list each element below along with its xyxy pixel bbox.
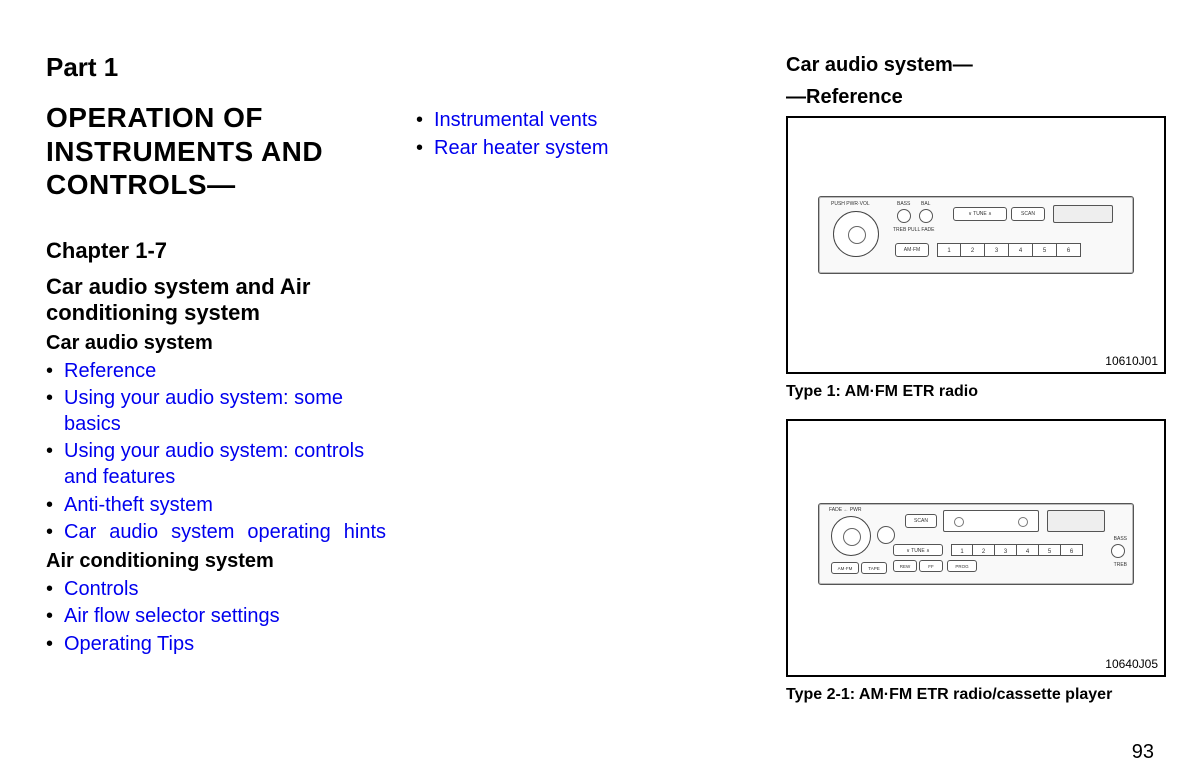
bass-knob-icon (897, 209, 911, 223)
figure-id: 10640J05 (1105, 657, 1158, 671)
list-item: Controls (64, 577, 386, 603)
link-operating-hints[interactable]: Car audio system operating hints (64, 521, 386, 543)
col3-heading-2: —Reference (786, 84, 1166, 110)
figure1-caption: Type 1: AM·FM ETR radio (786, 382, 1166, 401)
figure-type2: FADE ← PWR SCAN AM·FM TAPE ∨ TUNE ∧ REW … (786, 419, 1166, 677)
list-item: Rear heater system (434, 136, 756, 162)
preset-button: 3 (985, 243, 1009, 257)
bal-knob-icon (919, 209, 933, 223)
list-item: Using your audio system: some basics (64, 386, 386, 437)
list-item: Instrumental vents (434, 108, 756, 134)
chapter-label: Chapter 1-7 (46, 238, 386, 264)
preset-button: 1 (951, 544, 973, 556)
preset-button: 4 (1017, 544, 1039, 556)
radio-display (1047, 510, 1105, 532)
part-label: Part 1 (46, 52, 386, 83)
link-instrumental-vents[interactable]: Instrumental vents (434, 109, 597, 131)
tune-button: ∨ TUNE ∧ (953, 207, 1007, 221)
column-right: Car audio system— —Reference PUSH PWR·VO… (786, 52, 1166, 722)
column-left: Part 1 OPERATION OF INSTRUMENTS AND CONT… (46, 52, 386, 722)
main-heading: OPERATION OF INSTRUMENTS AND CONTROLS— (46, 101, 386, 202)
radio-unit-1: PUSH PWR·VOL BASS BAL TREB PULL FADE ∨ T… (818, 196, 1134, 274)
preset-button: 2 (961, 243, 985, 257)
preset-button: 3 (995, 544, 1017, 556)
volume-knob-icon (833, 211, 879, 257)
preset-button: 6 (1057, 243, 1081, 257)
label-bass: BASS (897, 201, 910, 207)
link-ac-controls[interactable]: Controls (64, 578, 138, 600)
figure-id: 10610J01 (1105, 354, 1158, 368)
link-rear-heater[interactable]: Rear heater system (434, 137, 609, 159)
link-controls-features[interactable]: Using your audio system: controls and fe… (64, 440, 364, 488)
figure2-caption: Type 2-1: AM·FM ETR radio/cassette playe… (786, 685, 1166, 704)
audio-links-list: Reference Using your audio system: some … (46, 359, 386, 546)
preset-button: 5 (1033, 243, 1057, 257)
link-anti-theft[interactable]: Anti-theft system (64, 494, 213, 516)
preset-button: 4 (1009, 243, 1033, 257)
label-treb: TREB (1114, 562, 1127, 568)
label-fade: FADE ← PWR (829, 507, 862, 513)
chapter-subtitle: Car audio system and Air conditioning sy… (46, 274, 386, 326)
link-operating-tips[interactable]: Operating Tips (64, 633, 194, 655)
ac-links-list: Controls Air flow selector settings Oper… (46, 577, 386, 658)
scan-button: SCAN (905, 514, 937, 528)
volume-knob-icon (831, 516, 871, 556)
cassette-slot-icon (943, 510, 1039, 532)
amfm-button: AM·FM (831, 562, 859, 574)
list-item: Using your audio system: controls and fe… (64, 439, 386, 490)
page-number: 93 (1132, 741, 1154, 764)
radio-unit-2: FADE ← PWR SCAN AM·FM TAPE ∨ TUNE ∧ REW … (818, 503, 1134, 585)
col3-heading-1: Car audio system— (786, 52, 1166, 78)
list-item: Operating Tips (64, 632, 386, 658)
preset-button: 1 (937, 243, 961, 257)
list-item: Car audio system operating hints (64, 520, 386, 546)
bass-knob-icon (1111, 544, 1125, 558)
list-item: Air flow selector settings (64, 604, 386, 630)
preset-button: 5 (1039, 544, 1061, 556)
tape-button: TAPE (861, 562, 887, 574)
preset-row: 1 2 3 4 5 6 (937, 243, 1081, 257)
label-pwr-vol: PUSH PWR·VOL (831, 201, 870, 207)
prog-button: PROG (947, 560, 977, 572)
list-item: Reference (64, 359, 386, 385)
column-middle: Instrumental vents Rear heater system (416, 52, 756, 722)
scan-button: SCAN (1011, 207, 1045, 221)
preset-button: 2 (973, 544, 995, 556)
list-item: Anti-theft system (64, 493, 386, 519)
link-airflow[interactable]: Air flow selector settings (64, 605, 280, 627)
preset-button: 6 (1061, 544, 1083, 556)
ac-section-heading: Air conditioning system (46, 550, 386, 573)
figure-type1: PUSH PWR·VOL BASS BAL TREB PULL FADE ∨ T… (786, 116, 1166, 374)
tune-button: ∨ TUNE ∧ (893, 544, 943, 556)
label-bal: BAL (921, 201, 930, 207)
preset-row: 1 2 3 4 5 6 (951, 544, 1083, 556)
small-knob-icon (877, 526, 895, 544)
amfm-button: AM·FM (895, 243, 929, 257)
ff-button: FF (919, 560, 943, 572)
label-treb: TREB PULL FADE (893, 227, 935, 233)
rew-button: REW (893, 560, 917, 572)
link-reference[interactable]: Reference (64, 360, 156, 382)
col2-links-list: Instrumental vents Rear heater system (416, 108, 756, 161)
manual-page: Part 1 OPERATION OF INSTRUMENTS AND CONT… (0, 0, 1200, 742)
label-bass: BASS (1114, 536, 1127, 542)
audio-section-heading: Car audio system (46, 332, 386, 355)
link-basics[interactable]: Using your audio system: some basics (64, 387, 343, 435)
radio-display (1053, 205, 1113, 223)
